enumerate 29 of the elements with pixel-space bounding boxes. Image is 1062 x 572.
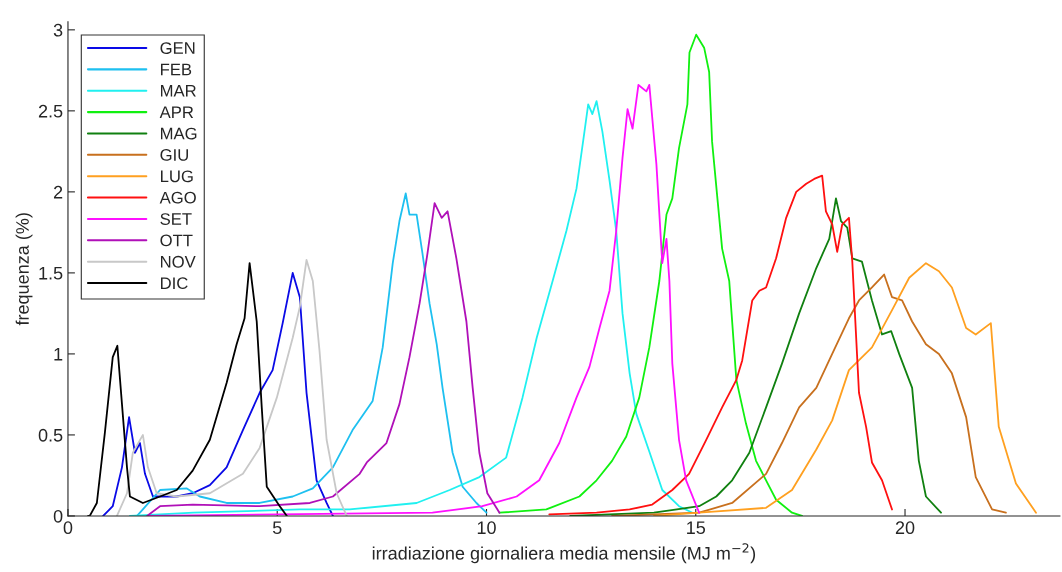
legend-label: FEB: [161, 63, 192, 76]
x-tick-label: 10: [477, 521, 496, 535]
legend-label: DIC: [161, 277, 188, 290]
y-tick-label: 3: [53, 23, 63, 37]
line-series: [498, 33, 803, 516]
legend-label: MAG: [161, 127, 197, 140]
x-tick-label: 0: [63, 521, 73, 535]
y-tick-label: 2.5: [38, 104, 63, 118]
legend-label: SET: [160, 213, 192, 225]
line-series: [548, 174, 893, 516]
legend-label: MAR: [161, 85, 196, 97]
line-series: [102, 271, 334, 516]
legend-label: GIU: [160, 149, 188, 161]
legend-label: LUG: [161, 170, 193, 183]
x-axis-title: irradiazione giornaliera media mensile (MJ m$^{−2}$): [372, 543, 756, 564]
legend-label: AGO: [159, 191, 196, 204]
legend-label: GEN: [160, 42, 195, 54]
y-tick-label: 1.5: [39, 267, 63, 280]
y-tick-label: 0: [53, 509, 63, 523]
y-tick-label: 2: [53, 185, 63, 199]
legend-label: APR: [159, 106, 194, 118]
y-tick-label: 0.5: [38, 428, 63, 442]
legend-label: NOV: [161, 255, 196, 268]
y-tick-label: 1: [54, 348, 63, 361]
x-tick-label: 5: [272, 521, 282, 535]
y-axis-title: frequenza (%): [15, 213, 33, 326]
x-tick-label: 20: [895, 521, 915, 535]
x-tick-label: 15: [687, 521, 706, 535]
legend-label: OTT: [160, 234, 193, 247]
